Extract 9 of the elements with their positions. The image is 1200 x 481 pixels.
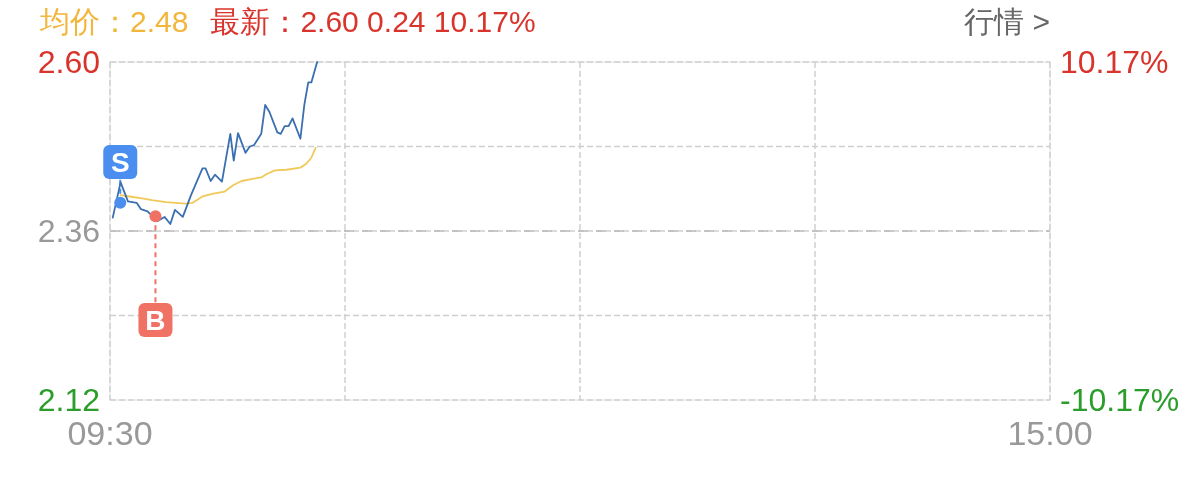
annotation: S: [110, 147, 130, 178]
text: 行情 >: [964, 5, 1050, 38]
text: 均价：2.48: [39, 5, 189, 38]
text: 最新：2.60 0.24 10.17%: [210, 5, 536, 38]
y-tick-label: 2.60: [37, 44, 100, 80]
y2-tick-label: 10.17%: [1060, 44, 1169, 80]
annotation: B: [145, 305, 166, 336]
line-series: [111, 61, 319, 225]
y-tick-label: 2.36: [37, 213, 100, 249]
